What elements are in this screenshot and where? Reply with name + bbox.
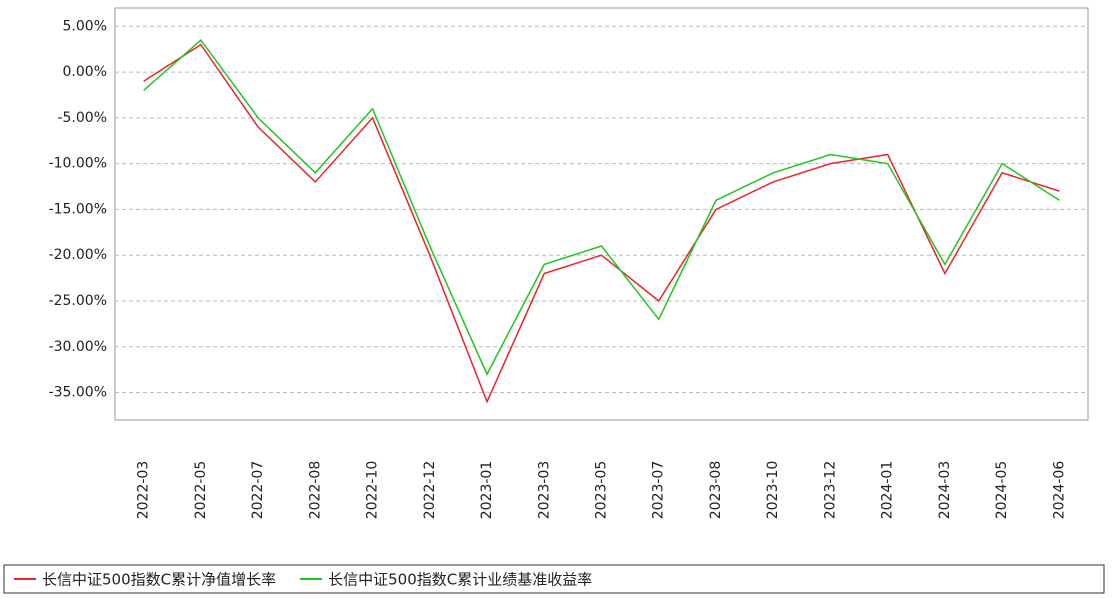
y-tick-label: 0.00% bbox=[63, 64, 107, 80]
x-tick-label: 2024-05 bbox=[994, 461, 1010, 520]
y-tick-label: -30.00% bbox=[49, 339, 107, 355]
y-tick-label: -15.00% bbox=[49, 201, 107, 217]
plot-frame bbox=[115, 8, 1088, 420]
legend-label: 长信中证500指数C累计净值增长率 bbox=[42, 571, 276, 589]
x-tick-label: 2023-01 bbox=[479, 461, 495, 520]
chart: 5.00% 0.00% -5.00% -10.00% -15.00% -20.00% -25… bbox=[0, 0, 1112, 599]
y-tick-label: -10.00% bbox=[49, 156, 107, 172]
series-line bbox=[144, 40, 1060, 374]
x-tick-label: 2022-03 bbox=[136, 461, 152, 520]
y-tick-label: -25.00% bbox=[49, 293, 107, 309]
x-tick-label: 2024-01 bbox=[880, 461, 896, 520]
x-tick-label: 2023-05 bbox=[594, 461, 610, 520]
y-tick-label: -35.00% bbox=[49, 385, 107, 401]
x-tick-label: 2024-06 bbox=[1051, 461, 1067, 520]
legend-label: 长信中证500指数C累计业绩基准收益率 bbox=[328, 571, 592, 589]
x-tick-label: 2023-10 bbox=[765, 461, 781, 520]
x-tick-label: 2023-12 bbox=[822, 461, 838, 520]
x-tick-label: 2023-08 bbox=[708, 461, 724, 520]
x-tick-label: 2022-10 bbox=[365, 461, 381, 520]
x-tick-label: 2022-05 bbox=[193, 461, 209, 520]
x-tick-label: 2022-07 bbox=[250, 461, 266, 520]
y-tick-label: 5.00% bbox=[63, 18, 107, 34]
x-tick-label: 2023-07 bbox=[651, 461, 667, 520]
x-tick-label: 2023-03 bbox=[536, 461, 552, 520]
y-tick-label: -20.00% bbox=[49, 247, 107, 263]
x-tick-label: 2022-08 bbox=[307, 461, 323, 520]
y-tick-label: -5.00% bbox=[57, 110, 107, 126]
x-tick-label: 2022-12 bbox=[422, 461, 438, 520]
x-tick-label: 2024-03 bbox=[937, 461, 953, 520]
